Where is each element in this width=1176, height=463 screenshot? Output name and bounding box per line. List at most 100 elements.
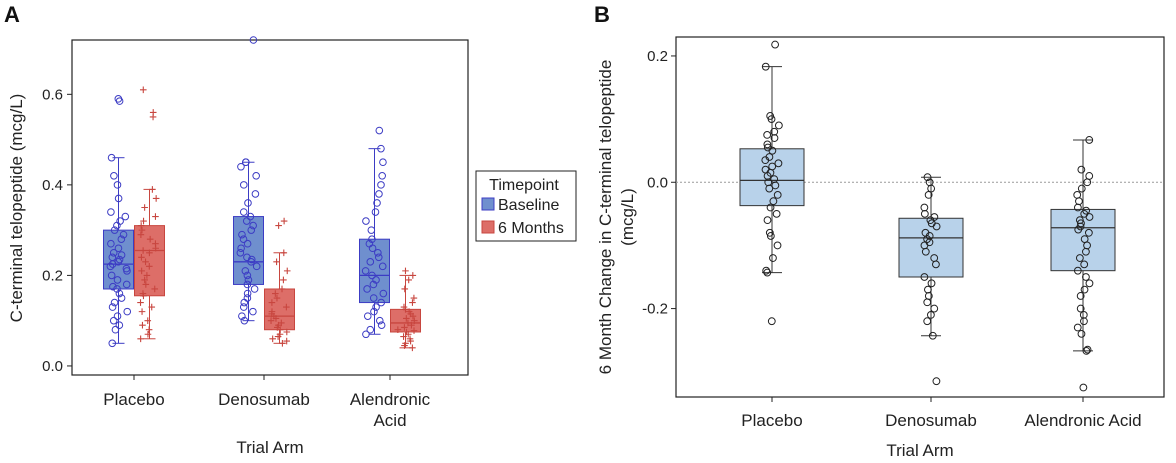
data-point bbox=[249, 221, 257, 230]
data-point bbox=[409, 272, 417, 279]
panel-a-y-axis: 0.0 0.2 0.4 0.6 bbox=[42, 86, 72, 375]
panel-b-y-axis-title-line-2: (mcg/L) bbox=[618, 188, 637, 246]
data-point bbox=[1077, 219, 1085, 228]
data-point bbox=[272, 315, 280, 322]
data-point bbox=[139, 247, 147, 254]
data-point bbox=[377, 181, 385, 189]
data-point bbox=[1080, 285, 1089, 294]
change-box-placebo bbox=[739, 40, 805, 326]
data-point bbox=[149, 113, 157, 121]
data-point bbox=[114, 194, 123, 203]
data-point bbox=[773, 241, 782, 250]
data-point bbox=[1073, 266, 1082, 275]
data-point bbox=[239, 235, 248, 243]
data-point bbox=[766, 203, 775, 212]
data-point bbox=[767, 317, 776, 326]
panel-b-y-tick-label: 0.0 bbox=[647, 174, 668, 191]
data-point bbox=[932, 260, 940, 269]
data-point bbox=[1076, 304, 1085, 313]
legend-entry-baseline: Baseline bbox=[498, 197, 559, 214]
data-point bbox=[769, 254, 777, 262]
data-point bbox=[280, 249, 288, 257]
data-point bbox=[924, 190, 933, 199]
data-point bbox=[117, 251, 126, 259]
data-point bbox=[241, 267, 250, 275]
data-point bbox=[152, 195, 160, 202]
data-point bbox=[142, 281, 150, 288]
data-point bbox=[763, 268, 772, 277]
data-point bbox=[407, 337, 414, 345]
panel-a-category-label-denosumab: Denosumab bbox=[218, 390, 310, 409]
data-point bbox=[152, 213, 159, 220]
data-point bbox=[374, 253, 383, 262]
data-point bbox=[272, 290, 279, 297]
box-iqr bbox=[134, 225, 165, 297]
data-point bbox=[920, 203, 929, 212]
data-point bbox=[243, 294, 252, 302]
data-point bbox=[1082, 273, 1090, 281]
data-point bbox=[279, 340, 286, 347]
data-point bbox=[1079, 383, 1088, 392]
panel-a-plot-frame bbox=[71, 39, 469, 376]
data-point bbox=[402, 306, 409, 313]
data-point bbox=[109, 316, 118, 325]
data-point bbox=[243, 280, 252, 289]
data-point bbox=[113, 221, 121, 230]
data-point bbox=[108, 260, 117, 268]
data-point bbox=[410, 294, 418, 302]
data-point bbox=[773, 190, 782, 199]
data-point bbox=[123, 307, 132, 316]
data-point bbox=[123, 267, 131, 275]
data-point bbox=[108, 303, 117, 311]
data-point bbox=[1085, 213, 1094, 221]
panel-a-x-axis: Placebo Denosumab Alendronic Acid bbox=[103, 375, 431, 430]
box-baseline-placebo bbox=[103, 95, 134, 348]
data-point bbox=[924, 285, 932, 294]
data-point bbox=[1082, 346, 1091, 355]
data-point bbox=[400, 333, 407, 340]
box-baseline-alendronic-acid bbox=[359, 126, 390, 339]
data-point bbox=[273, 294, 281, 302]
panel-b-y-axis-title-line-1: 6 Month Change in C-terminal telopeptide bbox=[596, 60, 615, 375]
box-iqr bbox=[264, 288, 295, 331]
data-point bbox=[765, 184, 774, 193]
data-point bbox=[1075, 197, 1083, 206]
data-point bbox=[379, 289, 388, 298]
data-point bbox=[1084, 228, 1093, 237]
data-point bbox=[111, 325, 120, 334]
data-point bbox=[110, 226, 119, 234]
panel-a-label: A bbox=[4, 2, 20, 27]
panel-b-label: B bbox=[594, 2, 610, 27]
data-point bbox=[283, 303, 290, 311]
panel-a-y-tick-label: 0.0 bbox=[42, 358, 63, 375]
data-point bbox=[367, 226, 376, 234]
data-point bbox=[109, 248, 118, 257]
data-point bbox=[923, 317, 932, 326]
panel-a-x-axis-title: Trial Arm bbox=[236, 438, 303, 457]
box-iqr bbox=[359, 238, 390, 304]
data-point bbox=[372, 303, 380, 311]
data-point bbox=[119, 230, 128, 239]
panel-b-x-axis-title: Trial Arm bbox=[886, 441, 953, 460]
data-point bbox=[926, 310, 935, 319]
data-point bbox=[273, 258, 280, 266]
data-point bbox=[363, 312, 372, 320]
data-point bbox=[769, 197, 778, 206]
data-point bbox=[362, 330, 370, 339]
panel-b-x-axis: Placebo Denosumab Alendronic Acid bbox=[741, 397, 1142, 430]
data-point bbox=[767, 115, 776, 124]
data-point bbox=[280, 217, 288, 225]
data-point bbox=[371, 208, 380, 216]
data-point bbox=[1076, 292, 1085, 300]
data-point bbox=[114, 244, 123, 253]
data-point bbox=[144, 317, 152, 324]
data-point bbox=[145, 263, 153, 270]
data-point bbox=[921, 247, 930, 256]
panel-b-boxes bbox=[739, 40, 1116, 392]
data-point bbox=[246, 212, 255, 221]
data-point bbox=[378, 172, 386, 180]
data-point bbox=[249, 36, 258, 44]
data-point bbox=[237, 162, 245, 171]
data-point bbox=[1073, 203, 1082, 212]
